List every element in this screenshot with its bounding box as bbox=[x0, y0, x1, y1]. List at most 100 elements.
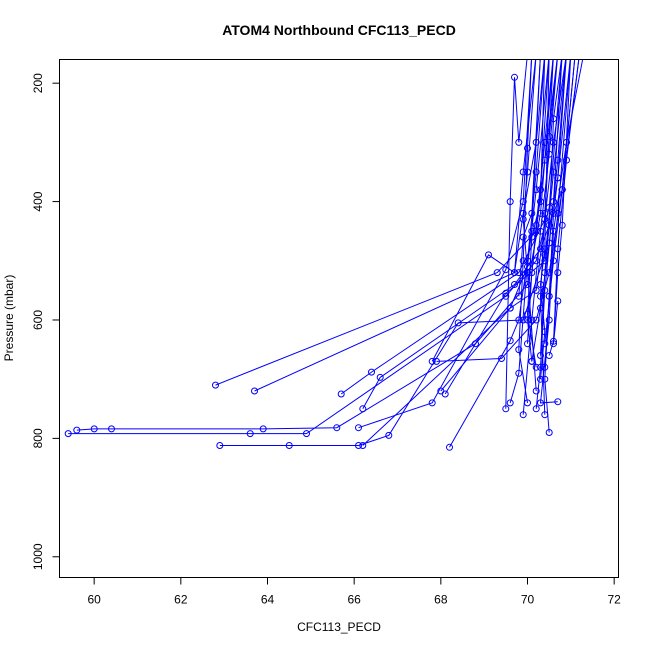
data-point bbox=[537, 198, 544, 206]
series-line bbox=[518, 59, 533, 403]
series-line bbox=[254, 59, 545, 392]
data-point bbox=[558, 186, 566, 194]
data-point bbox=[541, 375, 549, 383]
data-point bbox=[251, 387, 258, 395]
series-line bbox=[509, 59, 545, 404]
series-29 bbox=[524, 59, 546, 371]
data-point bbox=[563, 156, 570, 164]
data-point bbox=[108, 425, 115, 433]
data-point bbox=[532, 316, 540, 324]
axes-layer: 60 62 64 66 68 70 72 200 400 600 800 1000 bbox=[31, 73, 621, 607]
series-9 bbox=[359, 59, 550, 449]
data-point bbox=[502, 405, 510, 413]
data-point bbox=[515, 269, 523, 277]
data-point bbox=[446, 443, 453, 451]
series-10 bbox=[446, 59, 541, 451]
x-tick-label: 64 bbox=[261, 593, 275, 607]
series-32 bbox=[541, 59, 567, 371]
data-point bbox=[545, 133, 553, 140]
series-7 bbox=[64, 59, 563, 438]
data-point bbox=[428, 357, 436, 365]
x-tick-label: 68 bbox=[434, 593, 448, 607]
data-point bbox=[545, 316, 553, 324]
data-point bbox=[550, 337, 557, 345]
series-6 bbox=[73, 59, 554, 434]
data-point bbox=[541, 286, 549, 294]
data-point bbox=[524, 168, 531, 176]
series-line bbox=[535, 59, 563, 409]
data-point bbox=[303, 430, 310, 438]
data-point bbox=[333, 424, 341, 432]
x-tick-label: 70 bbox=[521, 593, 535, 607]
data-point bbox=[428, 399, 436, 407]
data-point bbox=[541, 245, 549, 253]
series-16 bbox=[506, 59, 545, 407]
series-line bbox=[548, 59, 572, 356]
series-line bbox=[544, 59, 567, 368]
x-tick-label: 72 bbox=[607, 593, 621, 607]
data-point bbox=[554, 398, 562, 406]
data-point bbox=[355, 442, 362, 449]
data-point bbox=[545, 221, 553, 229]
data-point bbox=[511, 73, 518, 81]
x-tick-label: 60 bbox=[87, 593, 101, 607]
series-2 bbox=[212, 59, 558, 389]
series-26 bbox=[519, 59, 540, 395]
data-point bbox=[541, 209, 549, 217]
data-point bbox=[64, 430, 72, 438]
x-axis-label: CFC113_PECD bbox=[297, 620, 381, 634]
x-tick-label: 66 bbox=[347, 593, 361, 607]
data-point bbox=[537, 375, 544, 383]
data-point bbox=[545, 352, 553, 359]
data-point bbox=[524, 310, 531, 318]
series-line bbox=[76, 59, 554, 431]
data-point bbox=[515, 138, 523, 146]
data-point bbox=[519, 233, 527, 241]
data-point bbox=[506, 399, 514, 407]
series-17 bbox=[519, 59, 558, 419]
data-point bbox=[506, 304, 514, 312]
data-point bbox=[524, 269, 531, 277]
data-point bbox=[554, 174, 562, 182]
series-line bbox=[358, 59, 532, 429]
data-point bbox=[515, 369, 523, 377]
series-31 bbox=[515, 59, 533, 407]
series-layer bbox=[64, 59, 584, 451]
data-point bbox=[537, 281, 544, 288]
data-point bbox=[532, 221, 540, 229]
series-line bbox=[431, 59, 537, 362]
data-point bbox=[90, 425, 98, 433]
series-line bbox=[553, 59, 580, 344]
data-point bbox=[532, 168, 540, 176]
data-point bbox=[216, 442, 224, 449]
data-point bbox=[554, 269, 562, 277]
data-point bbox=[528, 209, 536, 217]
data-point bbox=[511, 281, 518, 288]
series-line bbox=[531, 59, 567, 362]
series-line bbox=[522, 59, 558, 415]
data-point bbox=[454, 319, 462, 327]
data-point bbox=[532, 286, 540, 294]
data-point bbox=[285, 442, 293, 449]
data-point bbox=[554, 297, 562, 305]
series-19 bbox=[532, 59, 563, 413]
series-line bbox=[540, 59, 562, 356]
data-point bbox=[528, 233, 536, 241]
series-line bbox=[526, 59, 546, 368]
y-tick-label: 1000 bbox=[31, 543, 45, 570]
data-point bbox=[558, 221, 566, 229]
series-line bbox=[449, 59, 541, 448]
data-point bbox=[212, 381, 219, 389]
series-line bbox=[522, 59, 537, 392]
series-15 bbox=[502, 59, 528, 413]
y-tick-label: 200 bbox=[31, 73, 45, 93]
data-point bbox=[537, 399, 544, 407]
data-point bbox=[376, 373, 384, 381]
data-point bbox=[519, 215, 527, 223]
data-point bbox=[550, 115, 557, 123]
chart-title: ATOM4 Northbound CFC113_PECD bbox=[222, 22, 456, 38]
data-point bbox=[359, 442, 367, 449]
data-point bbox=[532, 387, 540, 395]
data-point bbox=[506, 198, 514, 206]
